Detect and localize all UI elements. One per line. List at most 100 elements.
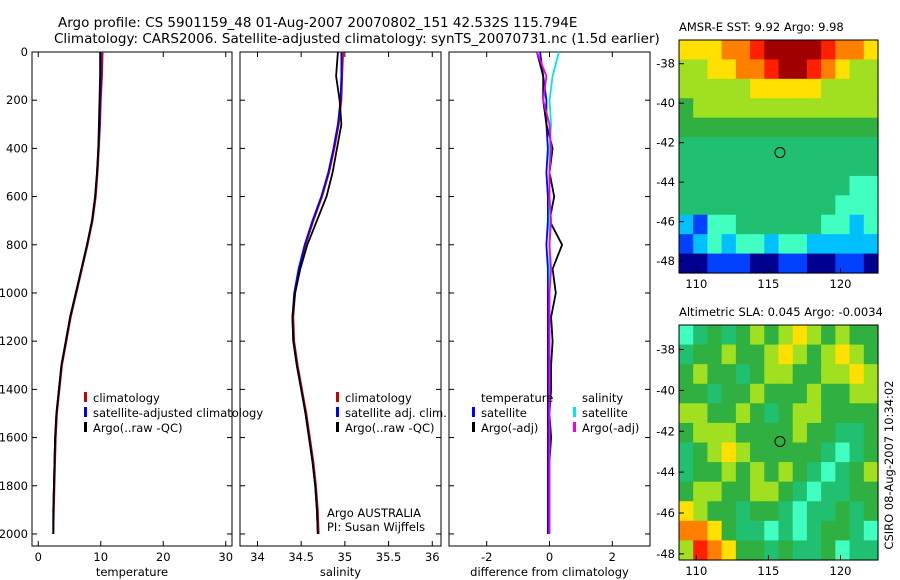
x-tick-label: 120 xyxy=(830,277,852,291)
heatmap-cell xyxy=(863,422,879,444)
heatmap-cell xyxy=(707,422,723,444)
heatmap-cell xyxy=(792,422,808,444)
x-tick-label: 10 xyxy=(93,550,108,564)
heatmap-cell xyxy=(792,481,808,502)
heatmap-cell xyxy=(821,253,836,274)
heatmap-cell xyxy=(792,195,808,216)
annotation-argo-australia: Argo AUSTRALIA xyxy=(327,506,421,520)
heatmap-cell xyxy=(707,117,723,138)
y-tick-label: -40 xyxy=(656,383,675,397)
heatmap-cell xyxy=(806,481,822,502)
heatmap-cell xyxy=(764,40,780,61)
heatmap-cell xyxy=(835,383,851,404)
heatmap-cell xyxy=(750,40,765,61)
heatmap-cell xyxy=(778,234,794,255)
heatmap-cell xyxy=(778,98,794,119)
heatmap-cell xyxy=(707,78,723,99)
heatmap-cell xyxy=(764,462,780,483)
x-tick-label: 110 xyxy=(685,564,707,578)
heatmap-cell xyxy=(707,383,723,404)
heatmap-cell xyxy=(863,442,879,463)
legend-label-climatology: climatology xyxy=(93,391,160,405)
x-axis-label: difference from climatology xyxy=(470,565,629,579)
heatmap-cell xyxy=(806,403,822,424)
heatmap-cell xyxy=(735,234,751,255)
y-tick-label: -40 xyxy=(656,96,675,110)
heatmap-cell xyxy=(835,481,851,502)
heatmap-cell xyxy=(707,253,723,274)
heatmap-cell xyxy=(735,137,751,158)
heatmap-cell xyxy=(778,442,794,463)
heatmap-cell xyxy=(821,98,836,119)
heatmap-cell xyxy=(778,325,794,346)
y-tick-label: -48 xyxy=(656,547,675,561)
heatmap-cell xyxy=(764,195,780,216)
heatmap-cell xyxy=(778,344,794,365)
heatmap-cell xyxy=(792,137,808,158)
heatmap-cell xyxy=(849,520,865,542)
legend-label-argo: Argo(..raw -QC) xyxy=(345,421,435,435)
y-tick-label: -42 xyxy=(656,136,675,150)
heatmap-cell xyxy=(693,175,709,196)
heatmap-cell xyxy=(764,98,780,119)
heatmap-cell xyxy=(693,40,709,61)
heatmap-cell xyxy=(863,214,879,235)
heatmap-cell xyxy=(806,98,822,119)
heatmap-cell xyxy=(863,98,879,119)
y-tick-label: -46 xyxy=(656,506,675,520)
heatmap-cell xyxy=(806,117,822,138)
heatmap-cell xyxy=(806,501,822,522)
heatmap-cell xyxy=(735,442,751,463)
heatmap-cell xyxy=(679,98,694,119)
heatmap-cell xyxy=(750,175,765,196)
heatmap-cell xyxy=(863,462,879,483)
heatmap-cell xyxy=(835,195,851,216)
x-tick-label: -2 xyxy=(481,550,492,564)
heatmap-cell xyxy=(821,214,836,235)
legend-label-satellite: satellite-adjusted climatology xyxy=(93,406,263,420)
heatmap-cell xyxy=(792,325,808,346)
heatmap-cell xyxy=(735,78,751,99)
heatmap-cell xyxy=(792,156,808,177)
heatmap-cell xyxy=(721,501,737,522)
x-tick-label: 35.5 xyxy=(376,550,402,564)
heatmap-cell xyxy=(721,462,737,483)
y-tick-label: -38 xyxy=(656,57,675,71)
heatmap-cell xyxy=(721,422,737,444)
heatmap-cell xyxy=(849,175,865,196)
heatmap-cell xyxy=(778,253,794,274)
x-axis-label: salinity xyxy=(320,565,361,579)
legend-header-temperature: temperature xyxy=(481,391,553,405)
heatmap-cell xyxy=(821,383,836,404)
heatmap-cell xyxy=(750,403,765,424)
heatmap-cell xyxy=(750,481,765,502)
heatmap-cell xyxy=(693,501,709,522)
legend-swatch-satellite xyxy=(336,407,339,417)
heatmap-cell xyxy=(806,442,822,463)
y-tick-label: -42 xyxy=(656,424,675,438)
heatmap-cell xyxy=(792,117,808,138)
heatmap-cell xyxy=(735,195,751,216)
heatmap-cell xyxy=(806,422,822,444)
heatmap-cell xyxy=(821,481,836,502)
heatmap-cell xyxy=(778,422,794,444)
series-line-temperature-satellite xyxy=(539,51,549,534)
heatmap-cell xyxy=(849,98,865,119)
timestamp-label: CSIRO 08-Aug-2007 10:34:02 xyxy=(882,380,896,549)
legend-header-salinity: salinity xyxy=(582,391,623,405)
heatmap-cell xyxy=(806,40,822,61)
heatmap-cell xyxy=(806,253,822,274)
heatmap-cell xyxy=(693,481,709,502)
x-tick-label: 115 xyxy=(757,564,779,578)
heatmap-cell xyxy=(764,234,780,255)
heatmap-cell xyxy=(792,59,808,80)
heatmap-cell xyxy=(693,117,709,138)
heatmap-cell xyxy=(835,59,851,80)
heatmap-cell xyxy=(764,540,780,561)
legend-swatch-temperature-satellite xyxy=(472,407,475,417)
heatmap-cell xyxy=(679,156,694,177)
heatmap-cell xyxy=(806,214,822,235)
legend-label-argo: Argo(..raw -QC) xyxy=(93,421,183,435)
heatmap-cell xyxy=(835,214,851,235)
